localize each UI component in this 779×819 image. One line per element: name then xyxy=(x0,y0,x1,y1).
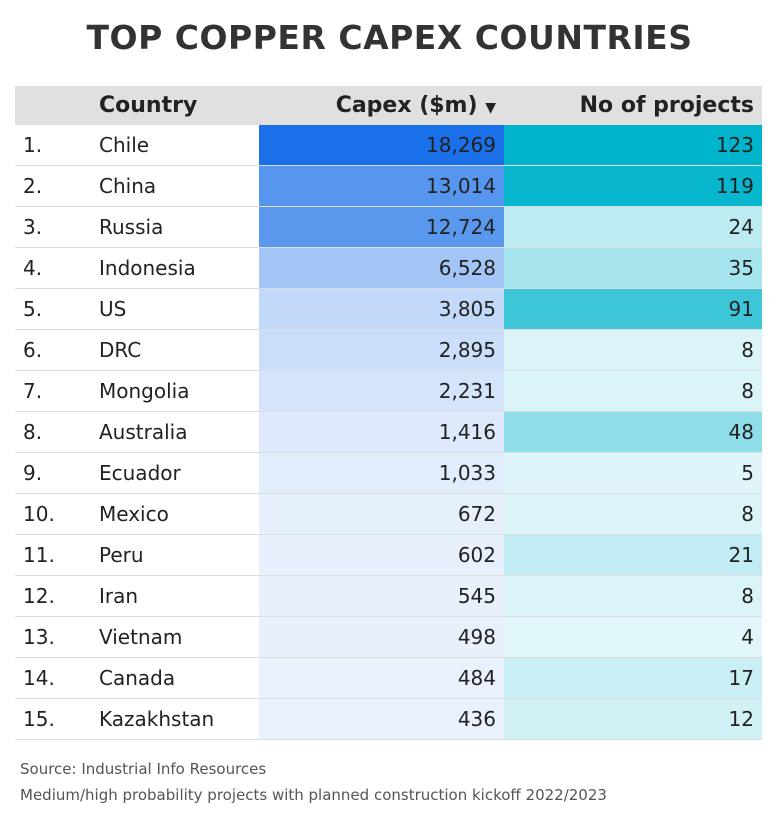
rank: 1. xyxy=(15,125,91,166)
projects: 24 xyxy=(504,206,762,248)
capex: 6,528 xyxy=(259,247,504,289)
projects: 5 xyxy=(504,452,762,494)
capex: 602 xyxy=(259,534,504,576)
capex: 484 xyxy=(259,657,504,699)
country: Chile xyxy=(91,125,259,166)
capex: 498 xyxy=(259,616,504,658)
source: Source: Industrial Info Resources xyxy=(20,760,267,778)
projects: 17 xyxy=(504,657,762,699)
country: Mexico xyxy=(91,493,259,535)
header-row: Country Capex ($m) ▼ No of projects xyxy=(15,86,762,125)
capex: 3,805 xyxy=(259,288,504,330)
rank: 5. xyxy=(15,288,91,330)
column-header-text: Capex ($m) xyxy=(335,93,478,118)
country: US xyxy=(91,288,259,330)
country: Mongolia xyxy=(91,370,259,412)
country: China xyxy=(91,165,259,207)
country: Canada xyxy=(91,657,259,699)
country: Indonesia xyxy=(91,247,259,289)
table-row: 1. Chile 18,269 123 xyxy=(15,125,762,166)
rank: 12. xyxy=(15,575,91,617)
projects: 119 xyxy=(504,165,762,207)
capex: 1,416 xyxy=(259,411,504,453)
projects: 21 xyxy=(504,534,762,576)
rank: 9. xyxy=(15,452,91,494)
table-row: 12. Iran 545 8 xyxy=(15,575,762,617)
country: Iran xyxy=(91,575,259,617)
rank: 6. xyxy=(15,329,91,371)
projects: 48 xyxy=(504,411,762,453)
country: Ecuador xyxy=(91,452,259,494)
projects: 123 xyxy=(504,125,762,166)
table-row: 10. Mexico 672 8 xyxy=(15,493,762,535)
table-row: 7. Mongolia 2,231 8 xyxy=(15,370,762,412)
country: Kazakhstan xyxy=(91,698,259,740)
country: Russia xyxy=(91,206,259,248)
projects: 12 xyxy=(504,698,762,740)
column-header[interactable]: Capex ($m) ▼ xyxy=(259,86,504,125)
table-row: 8. Australia 1,416 48 xyxy=(15,411,762,453)
rank: 2. xyxy=(15,165,91,207)
table: Country Capex ($m) ▼ No of projects 1. Ch… xyxy=(15,86,762,740)
projects: 35 xyxy=(504,247,762,289)
projects: 8 xyxy=(504,493,762,535)
note: Medium/high probability projects with pl… xyxy=(20,786,607,804)
table-row: 15. Kazakhstan 436 12 xyxy=(15,698,762,740)
rank: 13. xyxy=(15,616,91,658)
capex: 13,014 xyxy=(259,165,504,207)
table-body: 1. Chile 18,269 123 2. China 13,014 119 3. Russia… xyxy=(15,125,762,740)
table-row: 5. US 3,805 91 xyxy=(15,288,762,330)
table-row: 2. China 13,014 119 xyxy=(15,165,762,207)
table-row: 11. Peru 602 21 xyxy=(15,534,762,576)
projects: 8 xyxy=(504,329,762,371)
rank: 14. xyxy=(15,657,91,699)
capex: 2,231 xyxy=(259,370,504,412)
capex: 12,724 xyxy=(259,206,504,248)
title: TOP COPPER CAPEX COUNTRIES xyxy=(86,18,693,57)
sort-icon: ▼ xyxy=(485,100,496,116)
projects: 91 xyxy=(504,288,762,330)
capex: 436 xyxy=(259,698,504,740)
rank: 3. xyxy=(15,206,91,248)
rank: 11. xyxy=(15,534,91,576)
rank: 7. xyxy=(15,370,91,412)
column-header: Country xyxy=(91,86,259,125)
rank: 8. xyxy=(15,411,91,453)
capex: 545 xyxy=(259,575,504,617)
country: Vietnam xyxy=(91,616,259,658)
capex: 672 xyxy=(259,493,504,535)
projects: 8 xyxy=(504,575,762,617)
table-row: 14. Canada 484 17 xyxy=(15,657,762,699)
projects: 8 xyxy=(504,370,762,412)
rank-header xyxy=(15,86,91,125)
column-header: No of projects xyxy=(504,86,762,125)
capex: 1,033 xyxy=(259,452,504,494)
rank: 15. xyxy=(15,698,91,740)
rank: 4. xyxy=(15,247,91,289)
table-row: 13. Vietnam 498 4 xyxy=(15,616,762,658)
rank: 10. xyxy=(15,493,91,535)
table-row: 4. Indonesia 6,528 35 xyxy=(15,247,762,289)
country: DRC xyxy=(91,329,259,371)
country: Peru xyxy=(91,534,259,576)
table-row: 3. Russia 12,724 24 xyxy=(15,206,762,248)
projects: 4 xyxy=(504,616,762,658)
capex: 18,269 xyxy=(259,125,504,166)
country: Australia xyxy=(91,411,259,453)
capex: 2,895 xyxy=(259,329,504,371)
table-row: 9. Ecuador 1,033 5 xyxy=(15,452,762,494)
table-row: 6. DRC 2,895 8 xyxy=(15,329,762,371)
